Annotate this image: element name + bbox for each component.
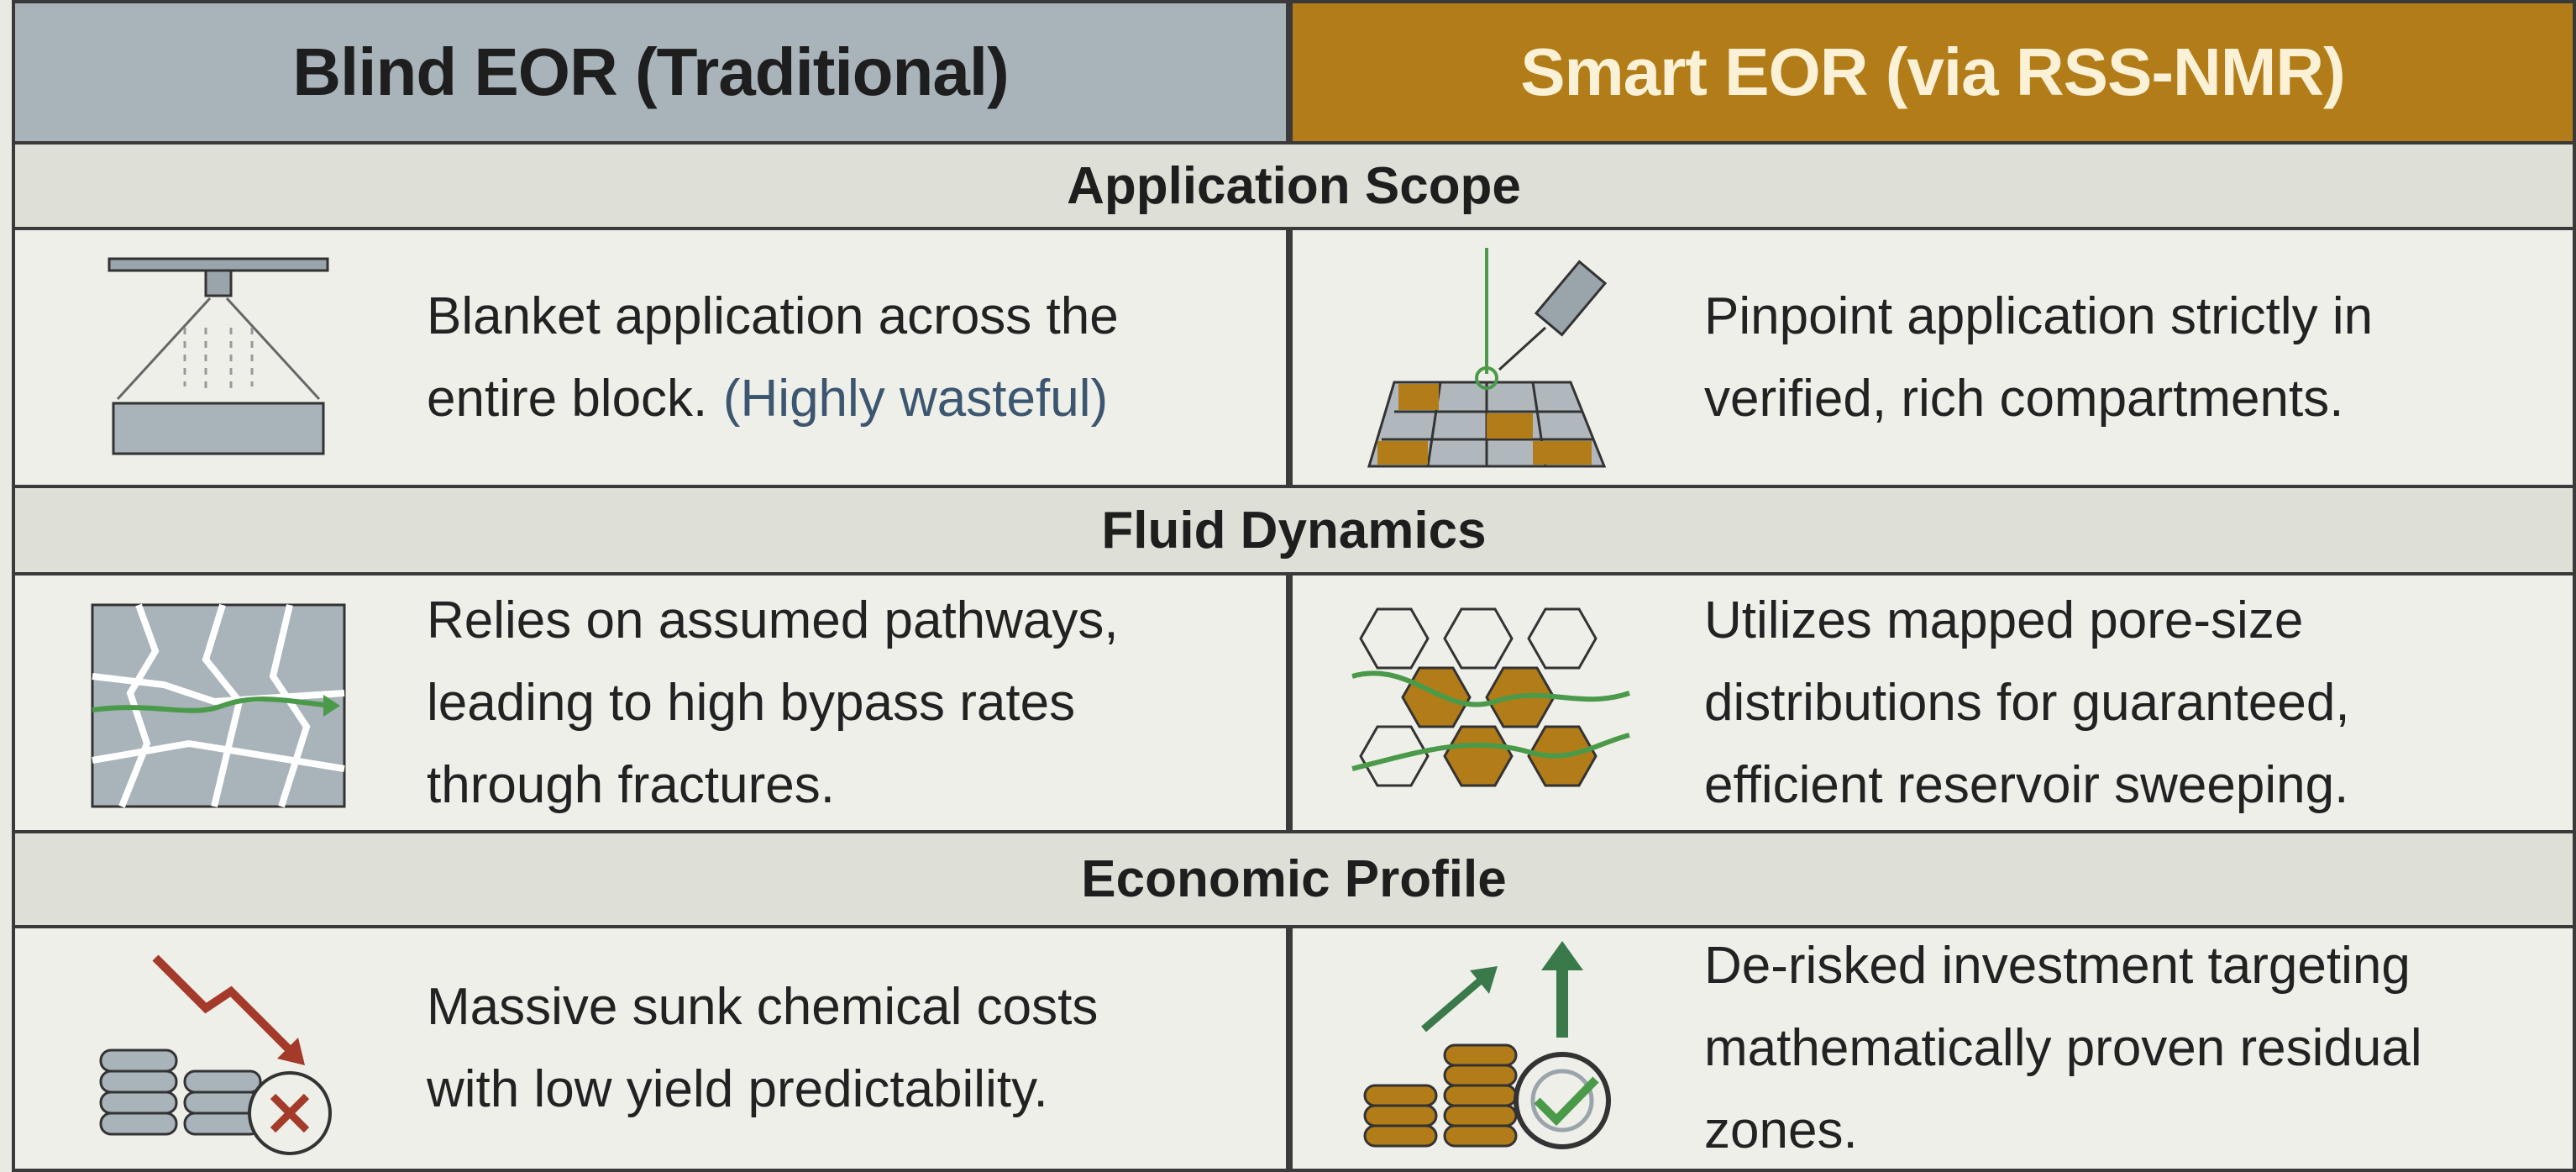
section-title: Economic Profile [12,833,2576,928]
header-right: Smart EOR (via RSS-NMR) [1289,0,2576,145]
cell-text: zones. [1704,1101,1858,1159]
section-title: Application Scope [12,145,2576,230]
cell-text: leading to high bypass rates [427,673,1076,732]
cell-line: entire block. (Highly wasteful) [427,358,1286,440]
cell-left: Massive sunk chemical costs with low yiel… [12,928,1289,1172]
cell-text: Pinpoint application strictly in [1704,286,2374,345]
cell-text: mathematically proven residual [1704,1019,2422,1077]
cell-text: Blanket application across the [427,286,1119,345]
pore-icon [1351,607,1630,787]
cell-text: Utilizes mapped pore-size [1704,591,2304,649]
cell-right: Pinpoint application strictly in verified… [1289,230,2576,488]
cell-left: Blanket application across the entire blo… [12,230,1289,488]
cell-text: efficient reservoir sweeping. [1704,755,2349,814]
header-left: Blind EOR (Traditional) [12,0,1289,145]
cell-text: verified, rich compartments. [1704,369,2344,428]
note: (Highly wasteful) [722,369,1109,428]
cell-text: entire block. [427,369,708,428]
section-title: Fluid Dynamics [12,488,2576,575]
gain-icon [1363,941,1611,1149]
sprayer-icon [108,257,329,455]
loss-icon [99,954,332,1155]
cell-text: through fractures. [427,755,835,814]
fracture-icon [91,603,346,808]
pinpoint-icon [1367,248,1608,468]
cell-text: De-risked investment targeting [1704,937,2411,995]
cell-text: distributions for guaranteed, [1704,673,2350,732]
cell-text: with low yield predictability. [427,1060,1048,1118]
cell-text: Massive sunk chemical costs [427,978,1099,1036]
cell-text: Relies on assumed pathways, [427,591,1119,649]
